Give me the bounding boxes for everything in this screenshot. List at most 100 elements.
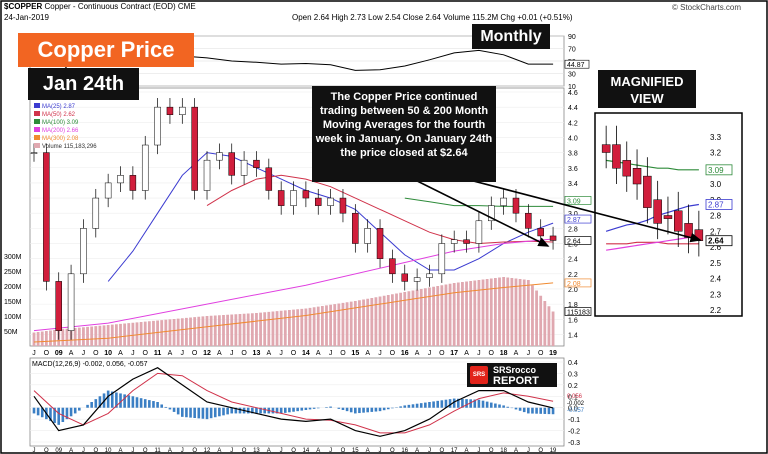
volume-bar bbox=[114, 324, 118, 346]
macd-histogram-bar bbox=[106, 390, 110, 408]
candle-body bbox=[277, 190, 285, 206]
volume-bar bbox=[123, 323, 127, 346]
macd-histogram-bar bbox=[448, 399, 452, 408]
price-tick-label: 4.4 bbox=[568, 105, 578, 112]
volume-bar bbox=[213, 315, 217, 346]
price-tick-label: 4.2 bbox=[568, 120, 578, 127]
mag-last-box bbox=[705, 235, 733, 247]
volume-bar bbox=[119, 323, 122, 346]
candle-body bbox=[216, 152, 223, 161]
macd-histogram-bar bbox=[547, 407, 551, 415]
macd-histogram-bar bbox=[238, 407, 242, 414]
macd-tick-label: -0.1 bbox=[568, 417, 580, 424]
macd-histogram-bar bbox=[489, 402, 493, 408]
moving-average-line bbox=[206, 174, 554, 245]
candle-body bbox=[475, 220, 483, 244]
x-axis-label: 12 bbox=[203, 350, 211, 357]
volume-bar bbox=[489, 278, 493, 346]
moving-average-line bbox=[33, 282, 554, 343]
volume-bar bbox=[300, 308, 304, 346]
x-axis-label: O bbox=[44, 350, 50, 357]
macd-histogram-bar bbox=[481, 400, 485, 408]
volume-bar bbox=[176, 318, 180, 346]
candle-body bbox=[401, 273, 409, 282]
volume-bar bbox=[428, 287, 431, 346]
volume-bar bbox=[259, 312, 262, 346]
macd-histogram-bar bbox=[123, 394, 126, 408]
legend-swatch bbox=[34, 127, 40, 132]
macd-histogram-bar bbox=[411, 404, 415, 408]
volume-tick-label: 250M bbox=[4, 269, 22, 276]
macd-histogram-bar bbox=[197, 407, 201, 419]
volume-bar bbox=[242, 313, 246, 346]
candle-body bbox=[179, 106, 186, 115]
volume-bar bbox=[40, 331, 44, 346]
macd-histogram-bar bbox=[473, 399, 477, 408]
volume-bar bbox=[477, 280, 481, 346]
x-axis-label: O bbox=[93, 350, 99, 357]
volume-bar bbox=[53, 330, 56, 346]
candle-body bbox=[228, 152, 235, 176]
volume-bar bbox=[94, 326, 98, 346]
volume-bar bbox=[452, 283, 456, 346]
volume-bar bbox=[386, 295, 390, 346]
x-axis-label: 15 bbox=[351, 350, 359, 357]
mag-moving-average bbox=[605, 203, 699, 232]
macd-histogram-bar bbox=[73, 407, 77, 414]
macd-histogram-bar bbox=[65, 407, 69, 420]
volume-bar bbox=[423, 288, 427, 346]
candle-body bbox=[352, 212, 359, 244]
candle-body bbox=[389, 258, 396, 275]
macd-histogram-bar bbox=[358, 407, 361, 414]
candle-body bbox=[80, 228, 87, 275]
volume-bar bbox=[185, 317, 188, 346]
macd-histogram-bar bbox=[127, 395, 131, 408]
mag-moving-average bbox=[606, 241, 699, 245]
macd-histogram-bar bbox=[424, 402, 427, 408]
x-axis-label: A bbox=[464, 350, 469, 357]
candle-body bbox=[104, 182, 112, 199]
macd-x-label: 18 bbox=[500, 448, 507, 454]
price-tick-label: 2.0 bbox=[568, 287, 578, 294]
macd-histogram-bar bbox=[304, 407, 308, 410]
macd-histogram-bar bbox=[366, 407, 369, 413]
x-axis-label: A bbox=[316, 350, 321, 357]
volume-bar bbox=[49, 330, 52, 346]
macd-histogram-bar bbox=[40, 407, 44, 418]
volume-tick-label: 150M bbox=[4, 299, 22, 306]
volume-bar bbox=[345, 302, 349, 346]
volume-bar bbox=[448, 283, 452, 346]
macd-histogram-bar bbox=[391, 407, 394, 409]
candle-body bbox=[314, 197, 322, 206]
candle-body bbox=[203, 159, 211, 191]
macd-x-label: O bbox=[390, 448, 395, 454]
macd-histogram-bar bbox=[370, 407, 374, 412]
macd-x-label: 10 bbox=[105, 448, 112, 454]
legend-entry: Volume 115,183,296 bbox=[42, 144, 97, 150]
x-axis-label: A bbox=[415, 350, 420, 357]
macd-x-label: O bbox=[439, 448, 444, 454]
volume-bar bbox=[255, 313, 258, 346]
volume-bar bbox=[440, 285, 444, 346]
macd-x-label: J bbox=[131, 448, 134, 454]
volume-bar bbox=[267, 311, 271, 346]
macd-histogram-bar bbox=[279, 407, 283, 414]
rsi-last-label: 44.87 bbox=[567, 62, 585, 69]
macd-histogram-bar bbox=[477, 399, 481, 408]
macd-histogram-bar bbox=[518, 407, 522, 411]
macd-histogram-bar bbox=[98, 396, 102, 408]
macd-histogram-bar bbox=[283, 407, 287, 413]
volume-bar bbox=[201, 316, 205, 346]
macd-histogram-bar bbox=[386, 407, 390, 410]
macd-x-label: 19 bbox=[550, 448, 557, 454]
volume-bar bbox=[493, 278, 497, 346]
macd-histogram-bar bbox=[419, 403, 423, 408]
x-axis-label: 10 bbox=[104, 350, 112, 357]
exchange-label: CME bbox=[177, 2, 196, 11]
macd-histogram-bar bbox=[543, 407, 547, 414]
legend-swatch bbox=[34, 119, 40, 124]
macd-x-label: A bbox=[119, 448, 123, 454]
x-axis-label: A bbox=[217, 350, 222, 357]
volume-bar bbox=[44, 331, 48, 346]
